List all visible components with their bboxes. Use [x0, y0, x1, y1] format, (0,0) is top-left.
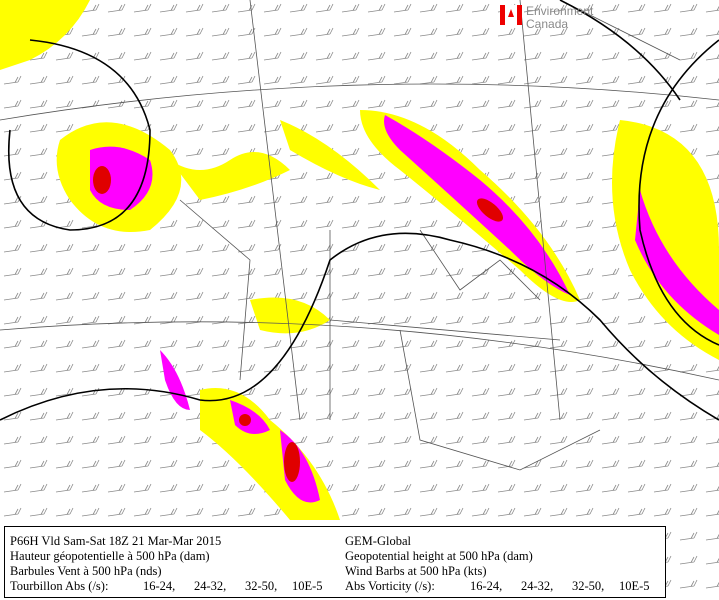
vorticity-range: 16-24,	[143, 579, 175, 593]
geographic-lines	[0, 0, 719, 471]
wind-en: Wind Barbs at 500 hPa (kts)	[345, 564, 487, 578]
vorticity-range: 32-50,	[572, 579, 604, 593]
logo-line1: Environment	[526, 4, 594, 18]
height-contours	[0, 0, 719, 421]
vorticity-range: 24-32,	[521, 579, 553, 593]
legend-box	[4, 526, 666, 598]
logo: Environment Canada	[500, 4, 594, 31]
vorticity-range: 10E-5	[292, 579, 323, 593]
height-en: Geopotential height at 500 hPa (dam)	[345, 549, 533, 563]
wind-fr: Barbules Vent à 500 hPa (nds)	[10, 564, 161, 578]
height-fr: Hauteur géopotentielle à 500 hPa (dam)	[10, 549, 210, 563]
logo-line2: Canada	[526, 17, 568, 31]
vorticity-fr: Tourbillon Abs (/s):	[10, 579, 108, 593]
vorticity-en: Abs Vorticity (/s):	[345, 579, 435, 593]
vorticity-range: 32-50,	[245, 579, 277, 593]
vorticity-range: 10E-5	[619, 579, 650, 593]
vorticity-range: 16-24,	[470, 579, 502, 593]
vorticity-32-50	[93, 166, 504, 482]
run-en: GEM-Global	[345, 534, 411, 548]
vorticity-range: 24-32,	[194, 579, 226, 593]
run-fr: P66H Vld Sam-Sat 18Z 21 Mar-Mar 2015	[10, 534, 221, 548]
